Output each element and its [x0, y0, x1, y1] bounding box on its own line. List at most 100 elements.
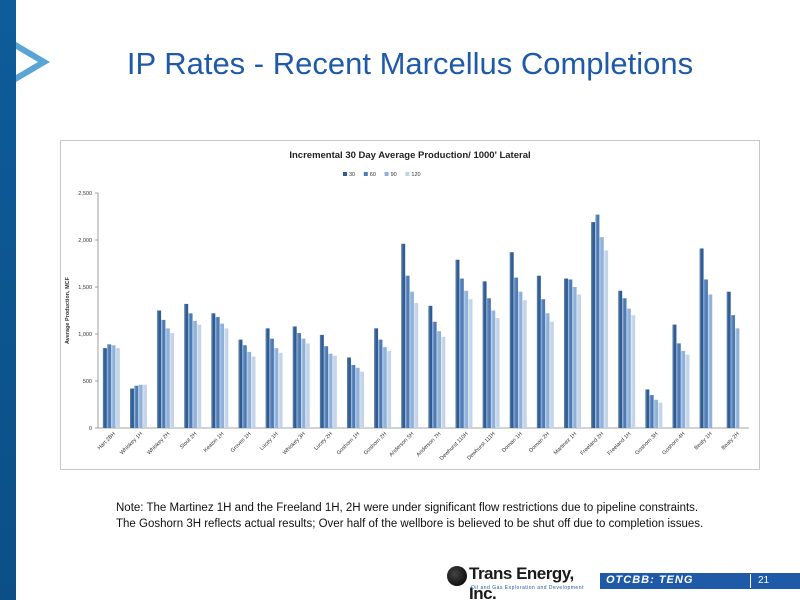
bar-highlight-goshorn-1h-30 — [347, 357, 349, 428]
bar-highlight-anderson-5h-30 — [401, 243, 403, 428]
bar-highlight-stout-2h-120 — [197, 324, 199, 428]
slide-title: IP Rates - Recent Marcellus Completions — [126, 46, 694, 81]
bar-beaty-2h-60 — [731, 315, 736, 428]
bar-freeland-1h-120 — [631, 315, 636, 428]
bar-beaty-1h-90 — [708, 294, 713, 428]
bar-anderson-5h-60 — [405, 275, 410, 428]
bar-anderson-7h-60 — [432, 321, 437, 428]
bar-highlight-groves-1h-90 — [247, 351, 249, 428]
x-tick-label-anderson-5h: Anderson 5H — [388, 431, 415, 458]
legend-label-60: 60 — [370, 172, 376, 178]
bar-doman-2h-60 — [541, 299, 546, 428]
bar-doman-1h-90 — [518, 291, 523, 428]
page-number: 21 — [758, 575, 770, 586]
bar-anderson-5h-120 — [414, 302, 419, 428]
note-line-2: The Goshorn 3H reflects actual results; … — [116, 518, 704, 530]
bar-highlight-whiskey-3h-30 — [292, 326, 295, 428]
bar-groves-1h-90 — [247, 351, 252, 428]
bar-highlight-lucey-1h-120 — [278, 352, 281, 428]
bar-highlight-anderson-5h-90 — [409, 291, 412, 428]
bar-lucey-1h-60 — [269, 338, 274, 428]
bar-beaty-1h-30 — [699, 248, 704, 428]
bar-whiskey-3h-90 — [301, 338, 306, 428]
bar-goshorn-4h-30 — [672, 324, 677, 428]
chart-title: Incremental 30 Day Average Production/ 1… — [289, 150, 530, 161]
legend-swatch-90 — [384, 172, 389, 176]
bar-highlight-hart-2bh-30 — [102, 348, 105, 428]
bar-goshorn-1h-120 — [360, 371, 364, 428]
bar-highlight-groves-1h-60 — [242, 345, 245, 428]
bar-highlight-goshorn-3h-90 — [654, 399, 656, 428]
globe-icon — [447, 566, 467, 586]
bar-highlight-freeland-2h-90 — [599, 237, 602, 428]
bar-dewhurst-110h-30 — [455, 259, 460, 428]
bar-highlight-stout-2h-60 — [188, 313, 190, 428]
bar-goshorn-4h-90 — [681, 350, 686, 428]
bar-whiskey-3h-30 — [292, 326, 297, 428]
bar-whiskey-3h-120 — [305, 343, 310, 428]
logo-subtext: Oil and Gas Exploration and Development — [471, 585, 584, 591]
bar-hart-2bh-120 — [115, 348, 120, 428]
bar-goshorn-3h-90 — [654, 399, 659, 428]
y-tick-label-0: 0 — [89, 426, 92, 432]
bar-goshorn-2h-30 — [374, 328, 379, 428]
x-tick-label-goshorn-4h: Goshorn 4H — [661, 431, 686, 456]
bar-goshorn-2h-120 — [387, 350, 392, 428]
bar-highlight-beaty-2h-60 — [731, 315, 733, 428]
bar-freeland-2h-30 — [591, 222, 596, 428]
bar-highlight-beaty-1h-60 — [703, 279, 706, 428]
bar-highlight-dewhurst-110h-60 — [459, 278, 462, 428]
page-divider — [750, 574, 751, 588]
bar-highlight-whiskey-1h-30 — [130, 388, 132, 428]
note-line-1: Note: The Martinez 1H and the Freeland 1… — [116, 502, 699, 514]
bar-doman-1h-120 — [522, 300, 527, 428]
bar-highlight-doman-2h-90 — [545, 313, 547, 428]
bar-highlight-doman-1h-30 — [509, 252, 512, 428]
x-tick-label-stout-2h: Stout 2H — [179, 431, 198, 450]
bar-highlight-dewhurst-111h-30 — [482, 281, 485, 428]
bar-goshorn-3h-30 — [645, 389, 650, 428]
x-tick-label-goshorn-3h: Goshorn 3H — [634, 431, 659, 456]
bar-highlight-anderson-7h-60 — [432, 321, 435, 428]
x-tick-label-doman-1h: Doman 1H — [501, 431, 524, 454]
bar-highlight-hart-2bh-60 — [107, 344, 109, 428]
bar-highlight-keaton-1h-60 — [215, 317, 218, 428]
bar-highlight-goshorn-4h-60 — [676, 343, 679, 428]
bar-highlight-hart-2bh-90 — [111, 345, 113, 428]
bar-stout-2h-60 — [188, 313, 193, 428]
bar-anderson-5h-30 — [401, 243, 406, 428]
bar-anderson-7h-120 — [441, 336, 446, 428]
bar-highlight-lucey-1h-30 — [265, 328, 268, 428]
bar-highlight-doman-1h-90 — [518, 291, 520, 428]
bar-highlight-goshorn-2h-60 — [378, 339, 380, 428]
bar-highlight-anderson-7h-90 — [437, 331, 439, 428]
bar-highlight-doman-1h-60 — [514, 277, 516, 428]
bar-highlight-anderson-7h-30 — [428, 305, 430, 428]
bar-anderson-7h-30 — [428, 305, 433, 428]
bar-highlight-martinez-1h-30 — [564, 278, 566, 428]
bar-hart-2bh-90 — [111, 345, 116, 428]
bar-dewhurst-110h-90 — [464, 290, 469, 428]
bar-lucey-2h-30 — [319, 334, 324, 428]
bar-lucey-1h-90 — [274, 348, 279, 428]
y-axis-label: Average Production, MCF — [65, 276, 71, 344]
bar-highlight-whiskey-2h-120 — [170, 333, 172, 428]
x-tick-label-anderson-7h: Anderson 7H — [416, 431, 443, 458]
bar-highlight-doman-2h-30 — [536, 275, 539, 428]
bar-goshorn-4h-120 — [685, 354, 690, 428]
bar-highlight-keaton-1h-120 — [224, 328, 226, 428]
legend-swatch-60 — [363, 172, 368, 176]
bar-highlight-whiskey-1h-90 — [138, 384, 141, 428]
x-tick-label-beaty-2h: Beaty 2H — [721, 431, 741, 451]
bar-highlight-freeland-1h-120 — [631, 315, 633, 428]
chart-container: Incremental 30 Day Average Production/ 1… — [60, 140, 760, 470]
bar-groves-1h-30 — [238, 339, 243, 428]
bar-stout-2h-120 — [197, 324, 202, 428]
x-tick-label-dewhurst-111h: Dewhurst 111H — [466, 431, 496, 461]
bar-highlight-lucey-2h-30 — [319, 334, 322, 428]
bar-keaton-1h-60 — [215, 317, 220, 428]
x-tick-label-whiskey-2h: Whiskey 2H — [146, 431, 171, 456]
bar-highlight-martinez-1h-120 — [577, 294, 579, 428]
bar-highlight-lucey-2h-90 — [328, 353, 330, 428]
bar-doman-2h-120 — [549, 321, 554, 428]
